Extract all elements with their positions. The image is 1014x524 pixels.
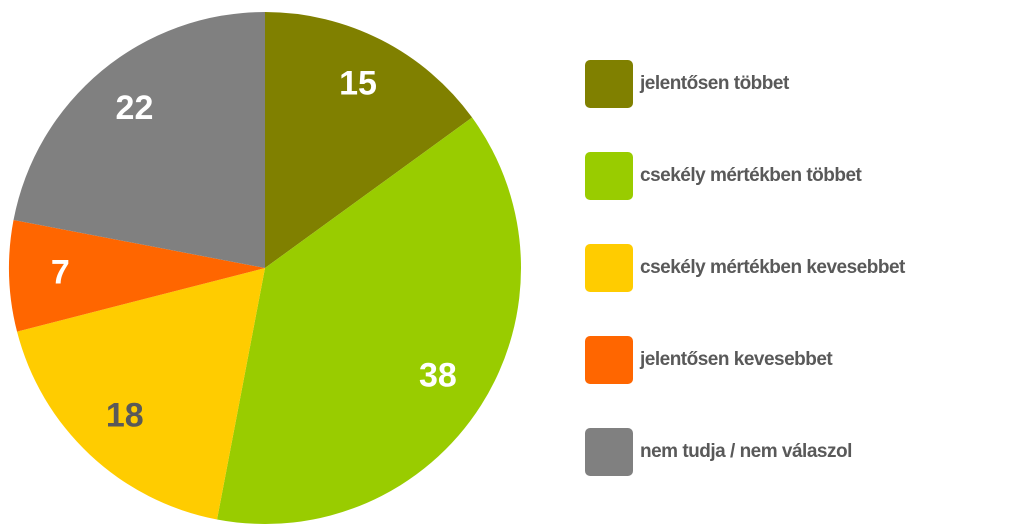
pie-slice	[8, 220, 266, 332]
data-label: 38	[419, 357, 457, 395]
pie-slice	[217, 117, 521, 524]
legend-swatch	[585, 244, 633, 292]
pie-slice	[17, 268, 266, 520]
data-label: 7	[51, 253, 70, 291]
legend-swatch	[585, 336, 633, 384]
legend-label: jelentősen többet	[639, 73, 790, 94]
data-label: 15	[339, 65, 377, 103]
legend-label: csekély mértékben többet	[640, 165, 863, 186]
data-label: 18	[106, 396, 144, 434]
data-label: 22	[116, 89, 154, 127]
legend-label: nem tudja / nem válaszol	[640, 441, 852, 462]
pie-slice	[13, 12, 265, 268]
legend-swatch	[585, 152, 633, 200]
legend-swatch	[585, 428, 633, 476]
legend-swatch	[585, 60, 633, 108]
legend-label: jelentősen kevesebbet	[639, 349, 833, 370]
pie-slice	[265, 12, 473, 268]
legend-label: csekély mértékben kevesebbet	[640, 257, 906, 278]
